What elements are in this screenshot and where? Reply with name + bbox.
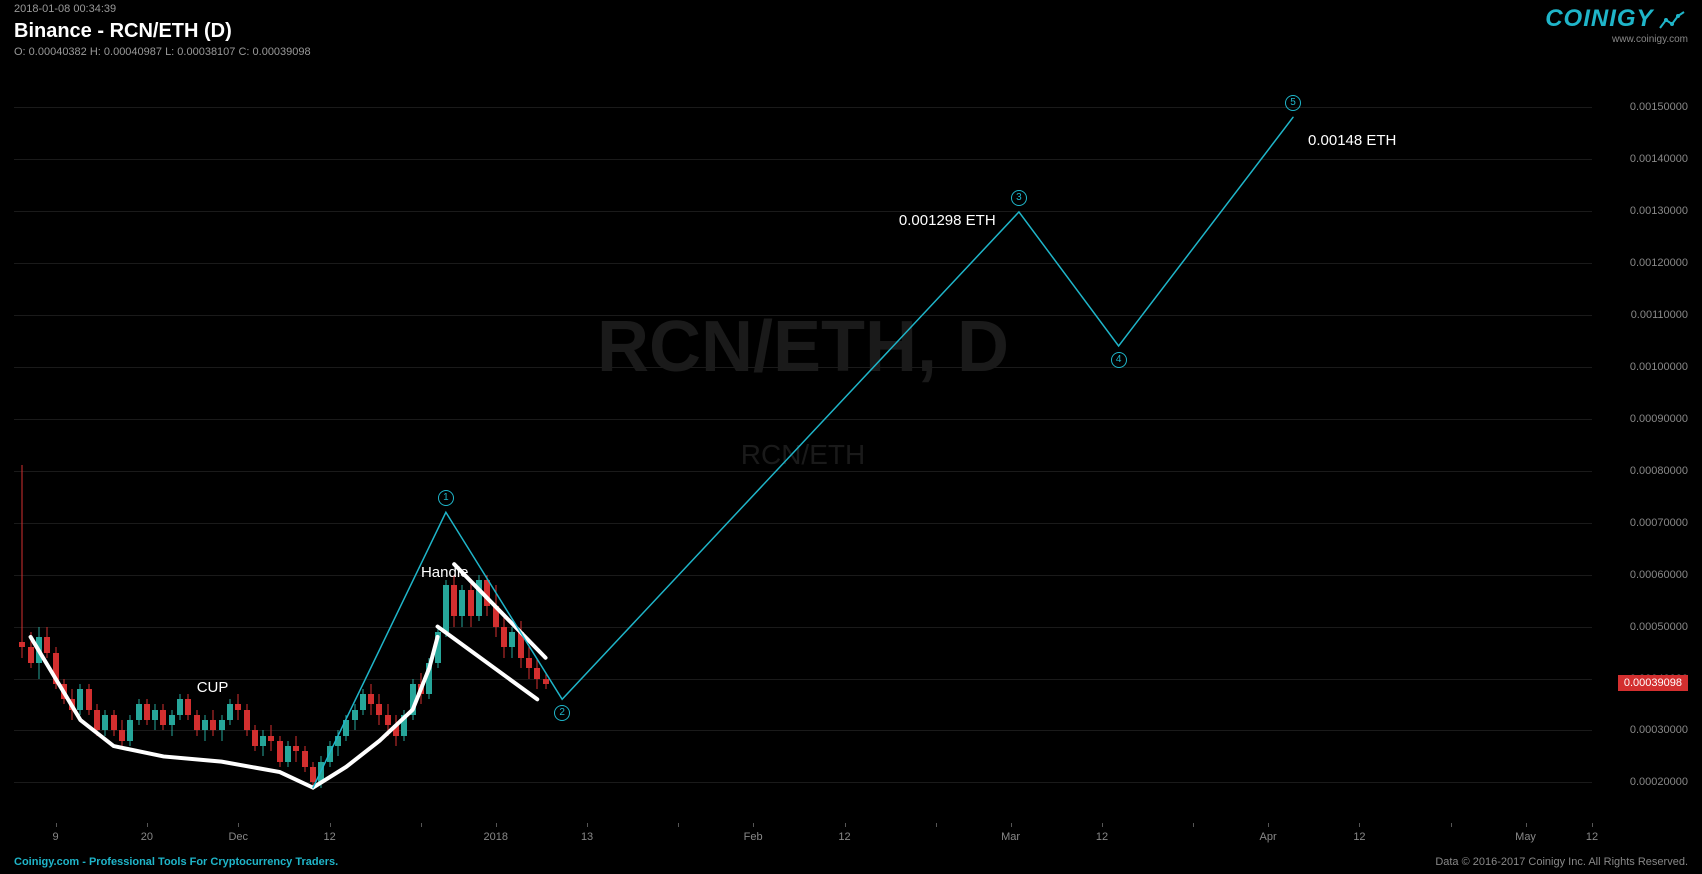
gridline xyxy=(14,211,1592,212)
wave-marker-5: 5 xyxy=(1285,95,1301,111)
gridline xyxy=(14,419,1592,420)
x-tick-label: 12 xyxy=(323,831,335,843)
watermark-main: RCN/ETH, D xyxy=(597,306,1009,388)
x-tick-label: 12 xyxy=(838,831,850,843)
wave-price-label-5: 0.00148 ETH xyxy=(1308,132,1396,149)
gridline xyxy=(14,107,1592,108)
y-tick-label: 0.00130000 xyxy=(1630,205,1688,217)
footer-tagline: Coinigy.com - Professional Tools For Cry… xyxy=(14,856,338,868)
coinigy-logo: COINIGY www.coinigy.com xyxy=(1545,5,1688,45)
y-tick-label: 0.00090000 xyxy=(1630,413,1688,425)
gridline xyxy=(14,315,1592,316)
y-tick-label: 0.00050000 xyxy=(1630,621,1688,633)
x-tick-label: Apr xyxy=(1260,831,1277,843)
gridline xyxy=(14,367,1592,368)
gridline xyxy=(14,730,1592,731)
x-tick-label: May xyxy=(1515,831,1536,843)
gridline xyxy=(14,575,1592,576)
gridline xyxy=(14,782,1592,783)
gridline xyxy=(14,471,1592,472)
watermark-sub: RCN/ETH xyxy=(741,439,865,471)
gridline xyxy=(14,523,1592,524)
y-tick-label: 0.00030000 xyxy=(1630,724,1688,736)
y-tick-label: 0.00020000 xyxy=(1630,776,1688,788)
logo-icon xyxy=(1658,10,1688,34)
y-tick-label: 0.00080000 xyxy=(1630,465,1688,477)
chart-area[interactable]: RCN/ETH, D RCN/ETH CUP Handle 1 2 3 4 5 0.00129… xyxy=(14,55,1592,824)
logo-url: www.coinigy.com xyxy=(1545,34,1688,45)
x-tick-label: 2018 xyxy=(483,831,507,843)
x-tick-label: 12 xyxy=(1096,831,1108,843)
y-tick-label: 0.00120000 xyxy=(1630,257,1688,269)
wave-marker-3: 3 xyxy=(1011,190,1027,206)
logo-text: COINIGY xyxy=(1545,5,1653,32)
y-tick-label: 0.00150000 xyxy=(1630,101,1688,113)
x-tick-label: 13 xyxy=(581,831,593,843)
annotation-handle: Handle xyxy=(421,564,469,581)
gridline xyxy=(14,679,1592,680)
wave-marker-1: 1 xyxy=(438,490,454,506)
timestamp: 2018-01-08 00:34:39 xyxy=(14,3,116,15)
wave-marker-2: 2 xyxy=(554,705,570,721)
x-tick-label: 20 xyxy=(141,831,153,843)
footer-copyright: Data © 2016-2017 Coinigy Inc. All Rights… xyxy=(1435,856,1688,868)
x-tick-label: 12 xyxy=(1586,831,1598,843)
x-axis: 920Dec12201813Feb12Mar12Apr12May12 xyxy=(14,827,1592,849)
gridline xyxy=(14,627,1592,628)
y-tick-label: 0.00060000 xyxy=(1630,569,1688,581)
gridline xyxy=(14,159,1592,160)
wave-marker-4: 4 xyxy=(1111,352,1127,368)
gridline xyxy=(14,263,1592,264)
x-tick-label: 9 xyxy=(52,831,58,843)
y-tick-label: 0.00100000 xyxy=(1630,361,1688,373)
wave-price-label-3: 0.001298 ETH xyxy=(899,212,996,229)
chart-title: Binance - RCN/ETH (D) xyxy=(14,20,232,43)
y-tick-label: 0.00140000 xyxy=(1630,153,1688,165)
x-tick-label: 12 xyxy=(1353,831,1365,843)
x-tick-label: Dec xyxy=(228,831,248,843)
y-tick-label: 0.00110000 xyxy=(1631,309,1688,321)
y-axis: 0.000200000.000300000.000400000.00050000… xyxy=(1593,55,1688,824)
x-tick-label: Mar xyxy=(1001,831,1020,843)
y-tick-label: 0.00070000 xyxy=(1630,517,1688,529)
annotation-cup: CUP xyxy=(197,679,229,696)
x-tick-label: Feb xyxy=(744,831,763,843)
current-price-badge: 0.00039098 xyxy=(1618,675,1688,691)
